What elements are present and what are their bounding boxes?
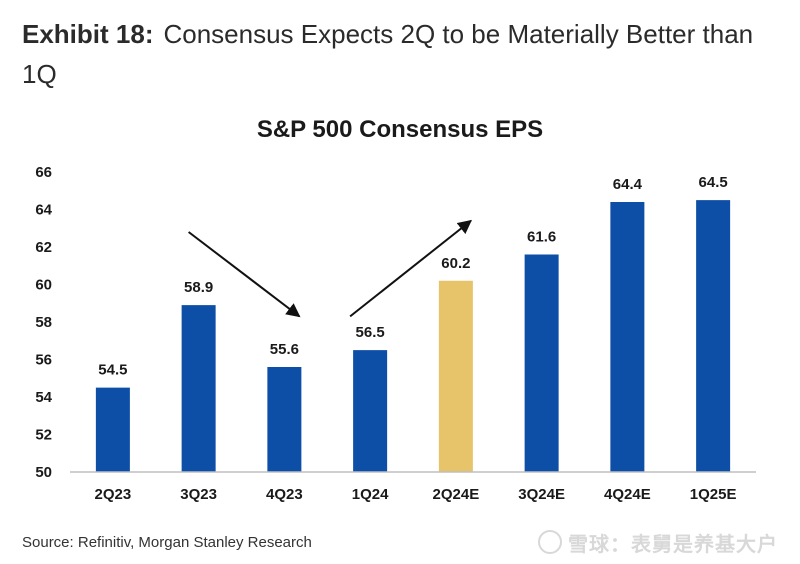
trend-arrow-down [188, 231, 301, 318]
y-tick-label: 64 [35, 202, 52, 219]
data-label: 61.6 [527, 229, 556, 246]
bar [181, 305, 216, 472]
data-label: 56.5 [356, 324, 385, 341]
x-tick-label: 3Q24E [518, 486, 565, 503]
exhibit-title: Consensus Expects 2Q to be Materially Be… [22, 19, 754, 89]
exhibit-number: Exhibit 18: [22, 19, 154, 49]
exhibit-heading: Exhibit 18: Consensus Expects 2Q to be Ma… [22, 14, 782, 94]
y-tick-label: 52 [35, 427, 52, 444]
data-label: 58.9 [184, 279, 213, 296]
y-tick-label: 60 [35, 277, 52, 294]
y-tick-label: 50 [35, 464, 52, 481]
bar [696, 200, 731, 472]
x-tick-label: 2Q23 [95, 486, 132, 503]
data-label: 64.4 [613, 176, 643, 193]
watermark: 雪球：表舅是养基大户 [538, 528, 778, 557]
x-tick-label: 2Q24E [433, 486, 480, 503]
bar [95, 387, 130, 472]
x-tick-label: 1Q24 [352, 486, 389, 503]
bar [267, 367, 302, 472]
snowball-logo-icon [538, 530, 562, 554]
trend-arrow-up [349, 219, 472, 318]
y-tick-label: 54 [35, 389, 52, 406]
y-tick-label: 58 [35, 314, 52, 331]
x-tick-label: 3Q23 [180, 486, 217, 503]
chart-title: S&P 500 Consensus EPS [256, 116, 544, 143]
bar [353, 350, 388, 472]
data-label: 54.5 [98, 362, 127, 379]
data-label: 60.2 [441, 255, 470, 272]
x-tick-label: 4Q23 [266, 486, 303, 503]
data-label: 55.6 [270, 341, 299, 358]
y-tick-label: 66 [35, 164, 52, 181]
source-note: Source: Refinitiv, Morgan Stanley Resear… [22, 534, 312, 551]
bar [524, 254, 559, 472]
bar [610, 202, 645, 472]
y-tick-label: 62 [35, 239, 52, 256]
y-tick-label: 56 [35, 352, 52, 369]
x-tick-label: 1Q25E [690, 486, 737, 503]
x-tick-label: 4Q24E [604, 486, 651, 503]
bar [438, 280, 473, 472]
data-label: 64.5 [699, 174, 728, 191]
watermark-text: 雪球：表舅是养基大户 [568, 534, 778, 556]
